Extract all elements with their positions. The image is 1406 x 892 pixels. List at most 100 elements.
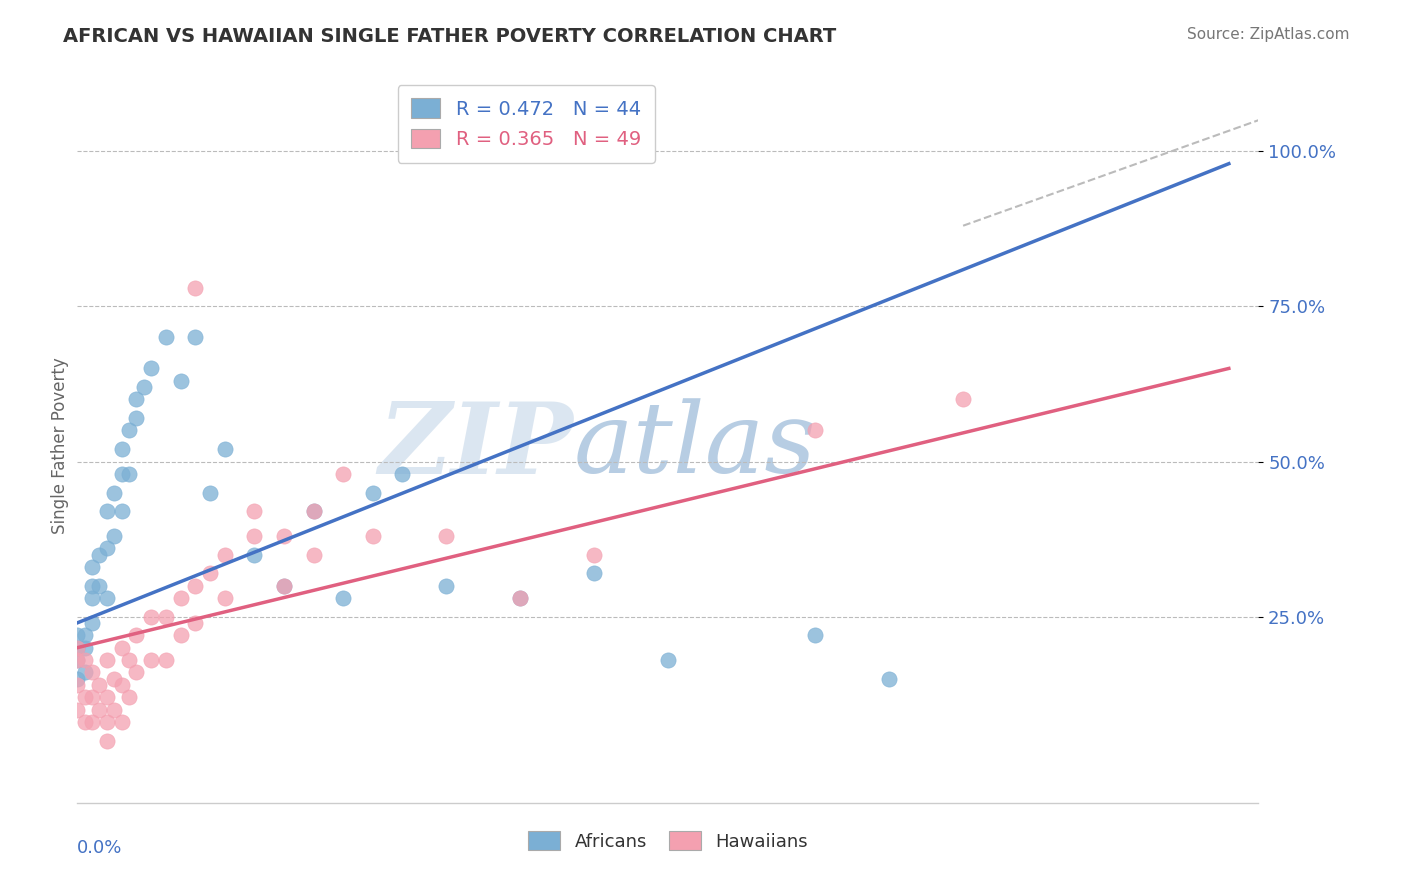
Point <box>273 579 295 593</box>
Point <box>273 579 295 593</box>
Point <box>66 672 89 686</box>
Point <box>170 374 193 388</box>
Point <box>103 672 125 686</box>
Point <box>214 591 236 605</box>
Point <box>243 504 266 518</box>
Point <box>89 548 111 562</box>
Point <box>155 330 177 344</box>
Point <box>82 665 104 680</box>
Point <box>332 467 354 481</box>
Point <box>361 485 384 500</box>
Point <box>66 653 89 667</box>
Point <box>96 733 118 747</box>
Point <box>132 380 155 394</box>
Point <box>184 330 207 344</box>
Point <box>103 485 125 500</box>
Point <box>125 665 148 680</box>
Point <box>89 703 111 717</box>
Point <box>509 591 531 605</box>
Point <box>96 591 118 605</box>
Point <box>155 653 177 667</box>
Text: atlas: atlas <box>574 399 815 493</box>
Point <box>96 541 118 556</box>
Point <box>66 640 89 655</box>
Point <box>66 653 89 667</box>
Text: AFRICAN VS HAWAIIAN SINGLE FATHER POVERTY CORRELATION CHART: AFRICAN VS HAWAIIAN SINGLE FATHER POVERT… <box>63 27 837 45</box>
Text: Source: ZipAtlas.com: Source: ZipAtlas.com <box>1187 27 1350 42</box>
Point <box>96 653 118 667</box>
Point <box>103 703 125 717</box>
Point <box>184 579 207 593</box>
Point <box>302 504 325 518</box>
Point <box>125 392 148 407</box>
Point <box>82 615 104 630</box>
Point <box>82 579 104 593</box>
Point <box>96 504 118 518</box>
Point <box>184 281 207 295</box>
Point <box>103 529 125 543</box>
Point <box>89 579 111 593</box>
Point <box>111 442 132 456</box>
Point <box>73 653 96 667</box>
Point <box>111 678 132 692</box>
Point <box>73 640 96 655</box>
Point <box>73 665 96 680</box>
Point <box>141 361 163 376</box>
Point <box>879 672 901 686</box>
Point <box>66 678 89 692</box>
Point <box>141 609 163 624</box>
Point <box>111 504 132 518</box>
Point <box>200 566 222 581</box>
Point <box>141 653 163 667</box>
Y-axis label: Single Father Poverty: Single Father Poverty <box>51 358 69 534</box>
Point <box>436 529 458 543</box>
Point <box>583 548 606 562</box>
Point <box>125 411 148 425</box>
Point <box>243 529 266 543</box>
Point <box>214 442 236 456</box>
Point <box>952 392 974 407</box>
Point <box>73 715 96 730</box>
Legend: Africans, Hawaiians: Africans, Hawaiians <box>520 824 815 858</box>
Point <box>82 591 104 605</box>
Point <box>273 529 295 543</box>
Point <box>111 640 132 655</box>
Point <box>804 628 827 642</box>
Point <box>361 529 384 543</box>
Point <box>509 591 531 605</box>
Point <box>184 615 207 630</box>
Point <box>155 609 177 624</box>
Point <box>583 566 606 581</box>
Point <box>243 548 266 562</box>
Point <box>214 548 236 562</box>
Point <box>118 424 141 438</box>
Point <box>96 690 118 705</box>
Point <box>332 591 354 605</box>
Point <box>96 715 118 730</box>
Point <box>200 485 222 500</box>
Point <box>66 640 89 655</box>
Point <box>170 628 193 642</box>
Point <box>111 715 132 730</box>
Point <box>302 504 325 518</box>
Point <box>170 591 193 605</box>
Point <box>73 690 96 705</box>
Point <box>118 690 141 705</box>
Point <box>118 653 141 667</box>
Point <box>82 560 104 574</box>
Point <box>125 628 148 642</box>
Point <box>302 548 325 562</box>
Point <box>66 703 89 717</box>
Text: 0.0%: 0.0% <box>77 838 122 856</box>
Point <box>66 628 89 642</box>
Point <box>118 467 141 481</box>
Point <box>391 467 413 481</box>
Point <box>89 678 111 692</box>
Point <box>111 467 132 481</box>
Point <box>436 579 458 593</box>
Point <box>804 424 827 438</box>
Point <box>82 715 104 730</box>
Point <box>657 653 679 667</box>
Point <box>82 690 104 705</box>
Text: ZIP: ZIP <box>378 398 574 494</box>
